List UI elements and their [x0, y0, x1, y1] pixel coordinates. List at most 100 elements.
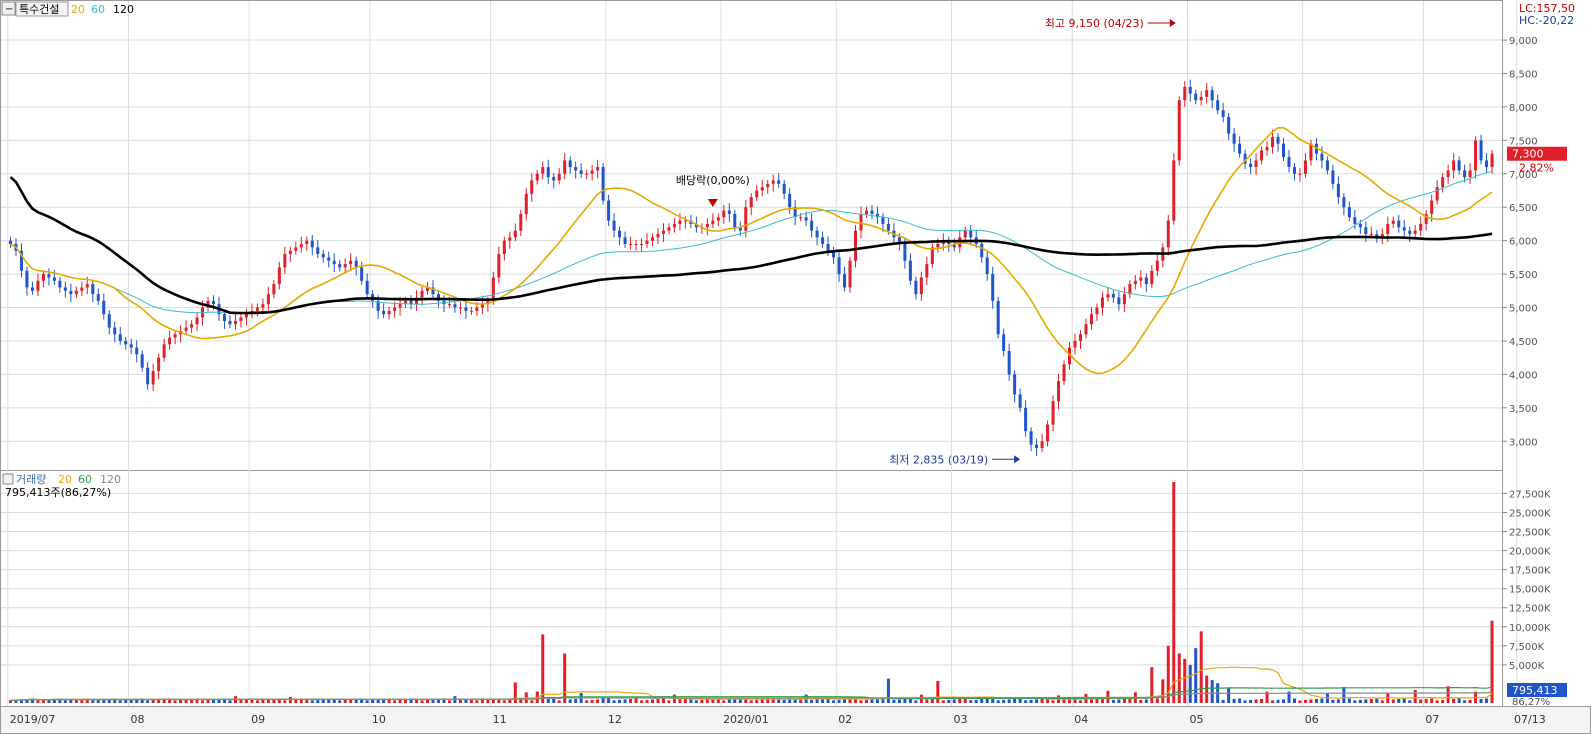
candle	[1271, 129, 1275, 154]
volume-bar	[294, 699, 298, 703]
volume-bar	[1441, 699, 1445, 703]
candle-body	[190, 324, 194, 328]
volume-bar	[1100, 698, 1104, 703]
candle	[1282, 138, 1286, 162]
volume-bar	[1183, 658, 1187, 703]
candle-body	[338, 264, 342, 268]
volume-bar	[332, 698, 336, 703]
candle	[705, 218, 709, 236]
volume-bar	[1073, 698, 1077, 703]
volume-bar	[788, 699, 792, 703]
candle-body	[1046, 424, 1050, 442]
candle	[519, 209, 523, 236]
candle-body	[870, 210, 874, 214]
volume-bar	[733, 699, 737, 703]
candle-body	[623, 237, 627, 244]
candle-body	[1468, 170, 1472, 178]
candle-body	[535, 173, 539, 181]
candle	[41, 270, 45, 288]
candle	[914, 276, 918, 300]
candle-body	[404, 300, 408, 305]
candle-body	[266, 294, 270, 305]
candle	[563, 153, 567, 180]
volume-bar	[700, 699, 704, 703]
candle-body	[1375, 233, 1379, 238]
candle-body	[936, 244, 940, 248]
candle-body	[760, 187, 764, 191]
candle	[157, 353, 161, 380]
volume-bar	[327, 698, 331, 703]
volume-bar	[1139, 699, 1143, 703]
volume-bar	[744, 698, 748, 703]
candle-body	[157, 357, 161, 372]
volume-bar	[1271, 700, 1275, 703]
volume-bar	[1002, 699, 1006, 703]
volume-bar	[426, 699, 430, 703]
candle	[69, 283, 73, 303]
volume-bar	[1287, 691, 1291, 703]
high-arrowhead	[1169, 19, 1176, 27]
candle	[1402, 219, 1406, 238]
candle	[283, 246, 287, 275]
volume-bar	[892, 699, 896, 703]
candle-body	[1331, 170, 1335, 184]
volume-bar	[859, 700, 863, 703]
candle	[458, 301, 462, 315]
candle-body	[1029, 431, 1033, 445]
candle-body	[650, 237, 654, 241]
price-tick-label: 6,500	[1509, 203, 1538, 214]
volume-bar	[749, 700, 753, 703]
low-arrowhead	[1014, 455, 1021, 464]
candle-body	[1435, 187, 1439, 201]
candle-body	[716, 217, 720, 221]
candle-body	[596, 167, 600, 171]
candle-body	[733, 213, 737, 228]
candle-body	[919, 277, 923, 295]
candle-body	[1485, 160, 1489, 168]
candle-body	[294, 247, 298, 251]
volume-bar	[338, 700, 342, 703]
volume-bar	[1452, 698, 1456, 703]
volume-bar	[903, 698, 907, 703]
price-tick-label: 6,000	[1509, 237, 1538, 248]
candle-body	[546, 167, 550, 178]
volume-bar	[404, 699, 408, 703]
candle	[1227, 112, 1231, 141]
collapse-icon[interactable]	[1, 1, 16, 16]
candle-body	[1057, 381, 1061, 402]
volume-collapse-icon[interactable]	[2, 473, 14, 485]
candle-body	[634, 244, 638, 245]
volume-bar	[305, 698, 309, 703]
candle-body	[1018, 394, 1022, 408]
candle-body	[1172, 160, 1176, 221]
candle-body	[244, 314, 248, 318]
candle-body	[563, 160, 567, 174]
candle-body	[771, 180, 775, 184]
volume-bar	[618, 699, 622, 703]
volume-bar	[810, 699, 814, 703]
volume-bar	[63, 700, 67, 703]
candle-body	[1117, 297, 1121, 305]
candle	[272, 280, 276, 299]
stock-name-box[interactable]	[15, 1, 69, 17]
volume-bar	[854, 698, 858, 703]
candle	[146, 362, 150, 390]
candle-body	[1424, 213, 1428, 224]
candle-body	[310, 240, 314, 248]
volume-ma20-legend: 20	[58, 473, 72, 486]
candle	[1391, 216, 1395, 228]
candle	[1221, 102, 1225, 123]
volume-bar	[85, 698, 89, 703]
candle	[382, 303, 386, 319]
candle-body	[590, 170, 594, 174]
candle-body	[985, 257, 989, 275]
candle-body	[1474, 140, 1478, 171]
volume-bar	[1024, 700, 1028, 703]
candle	[788, 188, 792, 214]
candle	[1155, 253, 1159, 277]
candle	[173, 330, 177, 345]
candle	[327, 251, 331, 268]
candle	[711, 213, 715, 228]
volume-bar	[678, 699, 682, 703]
candle	[864, 206, 868, 218]
